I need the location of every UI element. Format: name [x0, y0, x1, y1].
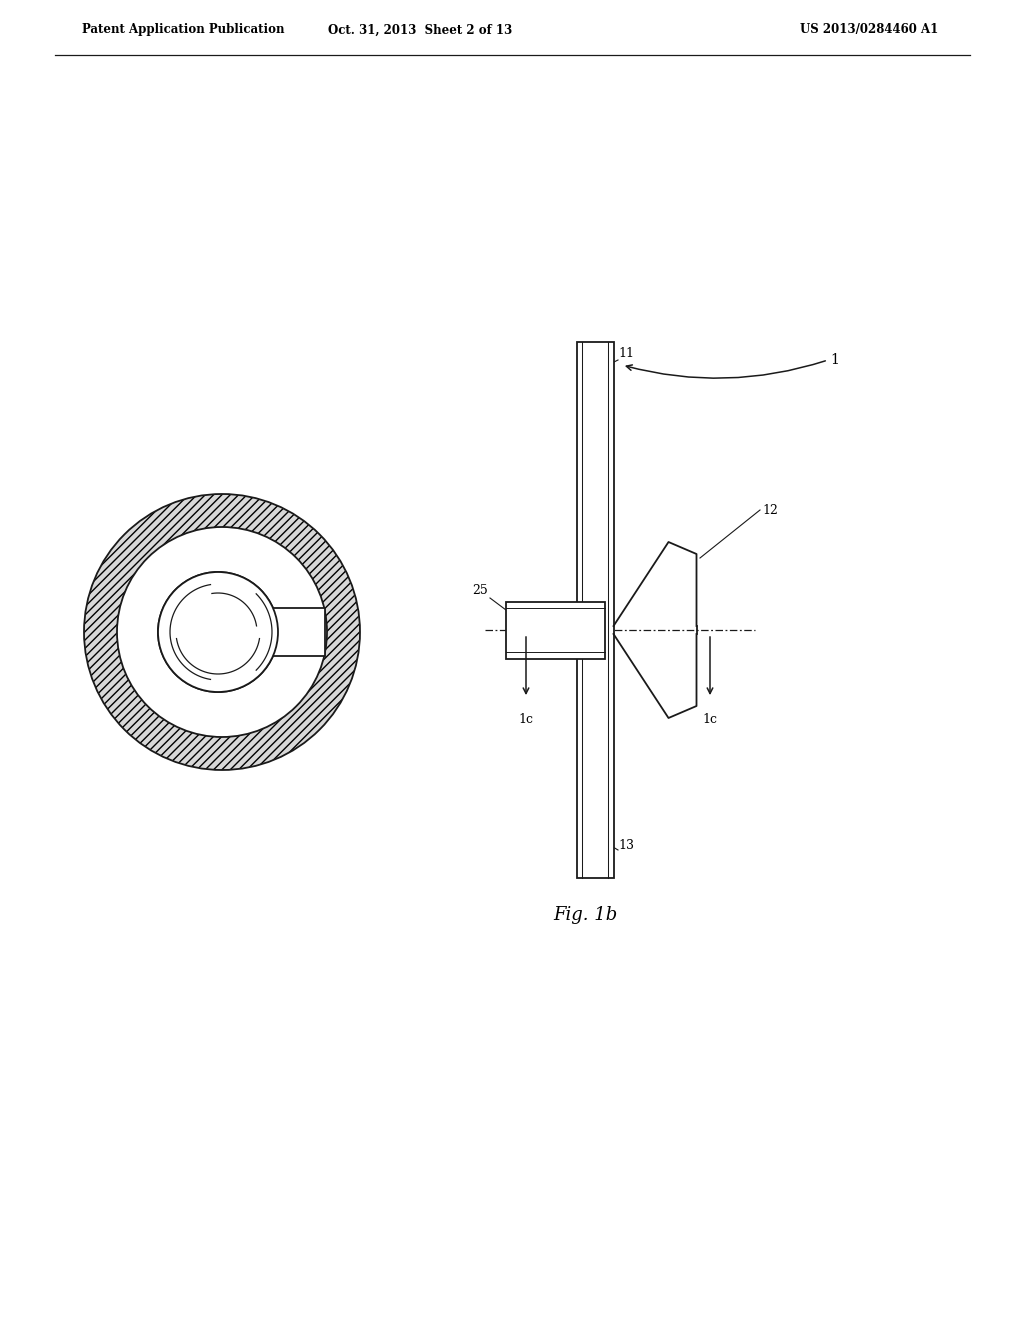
Wedge shape — [84, 494, 360, 770]
Text: 12: 12 — [762, 503, 778, 516]
Circle shape — [118, 528, 326, 737]
Wedge shape — [84, 494, 360, 770]
Text: 20: 20 — [234, 748, 250, 762]
Text: 13: 13 — [618, 840, 634, 851]
Bar — [116, 585, 328, 609]
Text: Fig. 1c: Fig. 1c — [162, 781, 225, 799]
Text: 26: 26 — [172, 618, 188, 631]
Text: 1c: 1c — [702, 713, 718, 726]
Circle shape — [0, 393, 460, 870]
Text: US 2013/0284460 A1: US 2013/0284460 A1 — [800, 24, 938, 37]
Bar — [270, 609, 325, 656]
Text: 20: 20 — [236, 516, 252, 529]
Bar — [506, 602, 605, 659]
Bar — [116, 655, 328, 680]
Bar — [116, 585, 328, 609]
Text: 1c: 1c — [518, 713, 534, 726]
Text: 11: 11 — [618, 347, 634, 360]
Bar — [116, 655, 328, 680]
Circle shape — [158, 572, 278, 692]
Text: 1: 1 — [830, 352, 839, 367]
Text: 11: 11 — [258, 723, 274, 737]
Text: Patent Application Publication: Patent Application Publication — [82, 24, 285, 37]
Bar — [577, 342, 613, 878]
Text: 13: 13 — [270, 536, 286, 549]
Text: 19: 19 — [172, 642, 188, 655]
Text: Oct. 31, 2013  Sheet 2 of 13: Oct. 31, 2013 Sheet 2 of 13 — [328, 24, 512, 37]
Text: 12: 12 — [295, 553, 311, 566]
Circle shape — [158, 572, 278, 692]
Text: Fig. 1b: Fig. 1b — [553, 906, 617, 924]
Text: 25: 25 — [472, 583, 488, 597]
